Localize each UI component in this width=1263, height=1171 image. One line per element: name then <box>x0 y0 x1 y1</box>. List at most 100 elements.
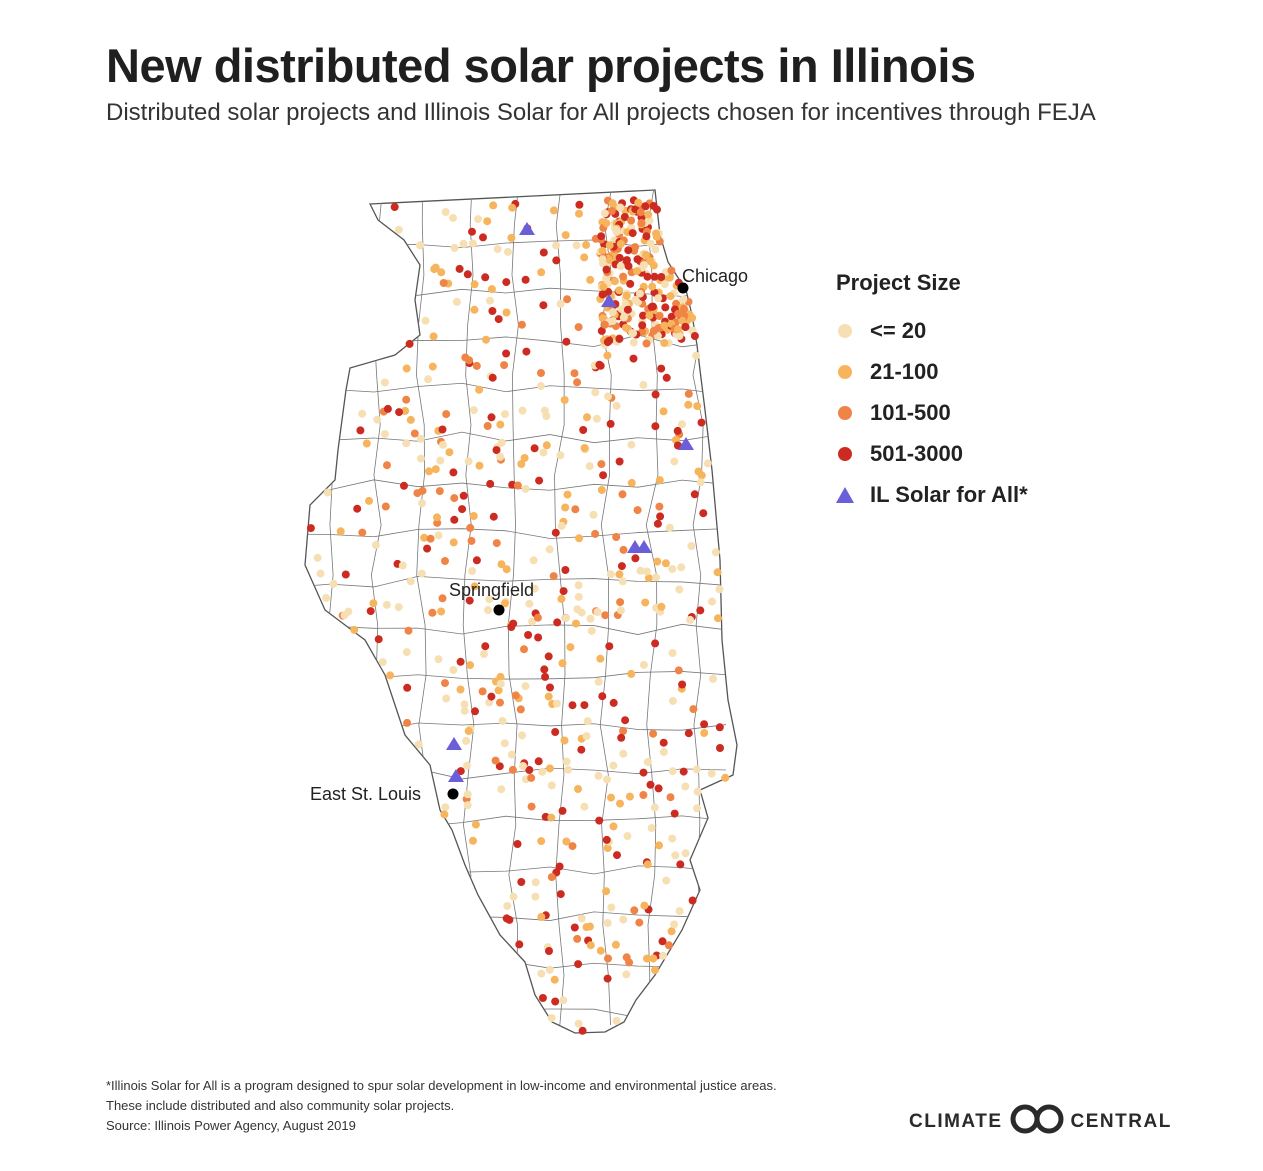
project-dot <box>456 685 465 694</box>
project-dot <box>380 378 389 387</box>
project-dot <box>484 606 492 614</box>
project-dot <box>636 566 645 575</box>
project-dot <box>497 785 506 794</box>
project-dot <box>570 923 579 932</box>
project-dot <box>544 652 553 661</box>
project-dot <box>604 954 612 963</box>
project-dot <box>585 462 594 471</box>
project-dot <box>605 336 614 345</box>
project-dot <box>542 441 551 450</box>
legend-item: IL Solar for All* <box>836 474 1028 515</box>
project-dot <box>580 701 589 710</box>
project-dot <box>509 892 518 901</box>
project-dot <box>575 200 584 209</box>
project-dot <box>539 248 548 257</box>
logo-rings-icon <box>1009 1104 1065 1140</box>
project-dot <box>502 914 511 923</box>
project-dot <box>667 266 676 275</box>
project-dot <box>715 723 724 732</box>
project-dot <box>608 199 617 208</box>
county-line <box>305 1006 727 1019</box>
project-dot <box>537 969 546 978</box>
project-dot <box>631 295 640 304</box>
project-dot <box>456 657 465 666</box>
project-dot <box>715 585 724 594</box>
project-dot <box>429 332 438 341</box>
project-dot <box>668 565 677 573</box>
project-dot <box>649 326 658 335</box>
project-dot <box>402 648 411 657</box>
project-dot <box>651 639 660 648</box>
project-dot <box>670 920 679 929</box>
project-dot <box>622 291 631 300</box>
project-dot <box>469 512 478 520</box>
project-dot <box>615 286 624 295</box>
project-dot <box>629 354 638 363</box>
project-dot <box>534 757 543 766</box>
project-dot <box>626 279 635 288</box>
project-dot <box>475 461 484 470</box>
project-dot <box>502 278 511 287</box>
project-dot <box>525 766 534 774</box>
solar-for-all-marker <box>519 222 535 235</box>
project-dot <box>340 611 349 620</box>
map-subtitle: Distributed solar projects and Illinois … <box>106 99 1096 126</box>
project-dot <box>480 650 488 658</box>
project-dot <box>604 392 612 401</box>
project-dot <box>541 672 550 681</box>
chicago-marker <box>677 282 689 294</box>
project-dot <box>639 311 647 320</box>
project-dot <box>681 323 690 331</box>
project-dot <box>675 907 684 916</box>
map-title: New distributed solar projects in Illino… <box>106 39 976 92</box>
project-dot <box>471 820 480 829</box>
project-dot <box>671 851 680 860</box>
project-dot <box>655 841 663 850</box>
climate-central-logo: CLIMATE CENTRAL <box>909 1104 1172 1140</box>
project-dot <box>668 834 677 843</box>
project-dot <box>475 385 484 394</box>
project-dot <box>481 273 490 282</box>
project-dot <box>689 705 698 714</box>
project-dot <box>395 408 404 417</box>
legend-swatch-small <box>838 323 852 338</box>
project-dot <box>502 565 511 574</box>
project-dot <box>544 692 553 701</box>
project-dot <box>627 669 636 678</box>
project-dot <box>643 272 652 281</box>
project-dot <box>509 619 518 628</box>
project-dot <box>659 748 668 756</box>
project-dot <box>483 422 492 430</box>
project-dot <box>362 439 371 448</box>
legend-item: 501-3000 <box>836 433 1028 474</box>
project-dot <box>479 233 487 242</box>
project-dot <box>633 255 642 264</box>
project-dot <box>556 890 565 899</box>
project-dot <box>426 534 435 543</box>
project-dot <box>462 736 471 745</box>
project-dot <box>463 761 471 770</box>
project-dot <box>643 954 651 963</box>
project-dot <box>466 661 475 670</box>
project-dot <box>607 793 615 802</box>
project-dot <box>496 420 505 429</box>
project-dot <box>507 750 516 759</box>
project-dot <box>468 567 477 575</box>
project-dot <box>657 364 666 373</box>
project-dot <box>501 410 509 419</box>
project-dot <box>404 626 413 635</box>
legend-item: <= 20 <box>836 310 1028 351</box>
county-line <box>305 575 727 588</box>
project-dot <box>341 570 350 579</box>
project-dot <box>558 659 567 668</box>
project-dot <box>637 219 646 227</box>
project-dot <box>612 225 621 234</box>
project-dot <box>552 256 561 265</box>
state-outline <box>304 189 738 1034</box>
project-dot <box>673 325 682 334</box>
project-dot <box>674 666 683 675</box>
project-dot <box>687 542 696 550</box>
project-dot <box>670 457 679 466</box>
project-dot <box>644 210 653 219</box>
project-dot <box>336 527 345 536</box>
